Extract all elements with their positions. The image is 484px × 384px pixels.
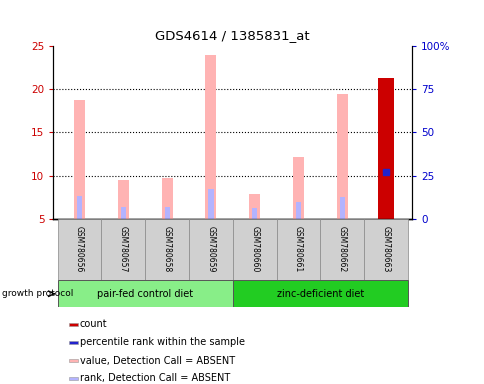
Bar <box>69 359 77 362</box>
Bar <box>69 377 77 380</box>
Text: GSM780661: GSM780661 <box>293 227 302 273</box>
Bar <box>336 94 347 219</box>
Bar <box>205 55 216 219</box>
Text: value, Detection Call = ABSENT: value, Detection Call = ABSENT <box>79 356 234 366</box>
Bar <box>319 219 363 280</box>
Bar <box>161 178 172 219</box>
Text: GSM780658: GSM780658 <box>162 227 171 273</box>
Bar <box>69 323 77 326</box>
Bar <box>276 219 319 280</box>
Bar <box>292 157 303 219</box>
Text: zinc-deficient diet: zinc-deficient diet <box>276 289 363 299</box>
Bar <box>189 219 232 280</box>
Bar <box>208 189 213 219</box>
Text: growth protocol: growth protocol <box>2 289 74 298</box>
Bar <box>363 219 407 280</box>
Text: GSM780656: GSM780656 <box>75 227 84 273</box>
Bar <box>58 280 232 307</box>
Text: count: count <box>79 319 107 329</box>
Bar <box>74 99 85 219</box>
Text: GSM780662: GSM780662 <box>337 227 346 273</box>
Title: GDS4614 / 1385831_at: GDS4614 / 1385831_at <box>155 29 309 42</box>
Text: GSM780660: GSM780660 <box>250 227 258 273</box>
Text: GSM780659: GSM780659 <box>206 227 215 273</box>
Bar <box>118 180 129 219</box>
Bar <box>232 219 276 280</box>
Text: GSM780663: GSM780663 <box>381 227 390 273</box>
Bar <box>295 202 301 219</box>
Bar <box>58 219 101 280</box>
Bar <box>232 280 407 307</box>
Text: rank, Detection Call = ABSENT: rank, Detection Call = ABSENT <box>79 373 229 383</box>
Bar <box>121 207 126 219</box>
Bar <box>101 219 145 280</box>
Bar <box>252 208 257 219</box>
Bar <box>378 78 393 219</box>
Bar <box>69 341 77 344</box>
Bar <box>249 194 259 219</box>
Text: pair-fed control diet: pair-fed control diet <box>97 289 193 299</box>
Bar <box>339 197 344 219</box>
Text: percentile rank within the sample: percentile rank within the sample <box>79 338 244 348</box>
Bar <box>164 207 169 219</box>
Bar <box>77 195 82 219</box>
Bar <box>145 219 189 280</box>
Text: GSM780657: GSM780657 <box>119 227 128 273</box>
